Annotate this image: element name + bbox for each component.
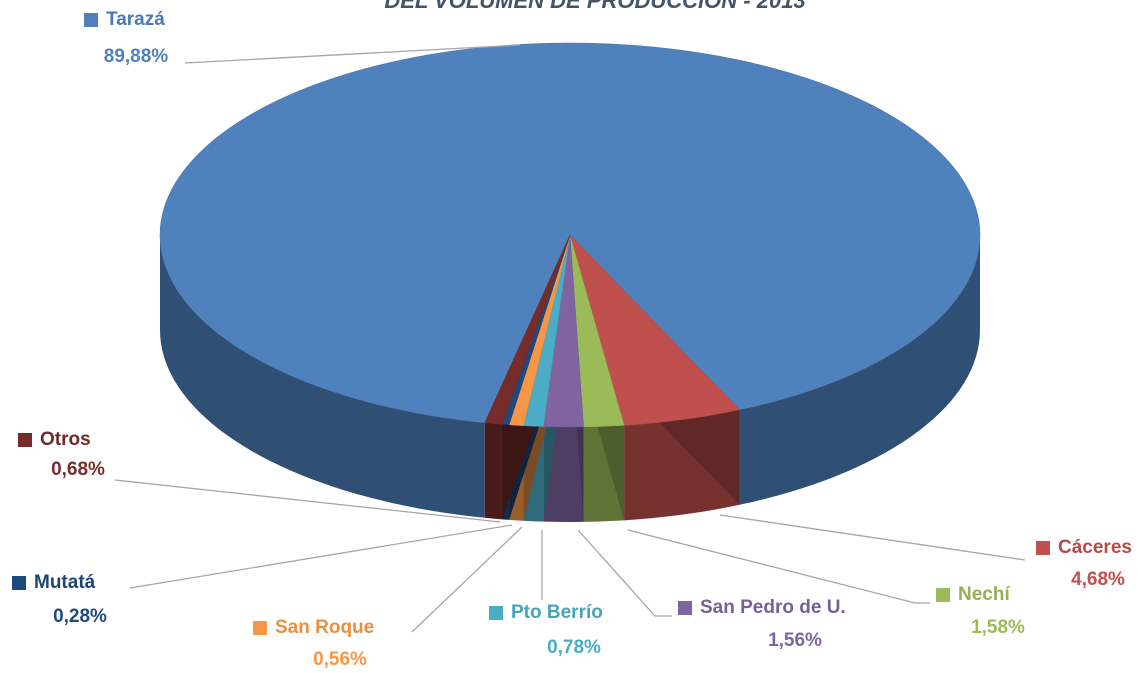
leader-line xyxy=(627,529,930,604)
legend-key xyxy=(678,601,692,615)
leader-line xyxy=(184,44,521,64)
value-label: 1,58% xyxy=(971,617,1025,638)
value-label: 0,28% xyxy=(53,606,107,627)
leader-line xyxy=(114,479,501,523)
legend-key xyxy=(936,588,950,602)
leader-line xyxy=(577,529,672,617)
legend-key xyxy=(12,576,26,590)
value-label: 0,56% xyxy=(313,649,367,670)
legend-key xyxy=(1036,541,1050,555)
slice xyxy=(159,42,981,424)
slice-side xyxy=(543,426,584,522)
leader-line xyxy=(129,524,513,589)
category-label: San Pedro de U. xyxy=(700,597,846,618)
category-label: Tarazá xyxy=(106,9,165,30)
category-label: San Roque xyxy=(275,617,374,638)
slice-side xyxy=(739,235,980,505)
category-label: Nechí xyxy=(958,584,1010,605)
slice xyxy=(569,234,741,426)
category-label: Cáceres xyxy=(1058,537,1132,558)
legend-key xyxy=(489,606,503,620)
value-label: 1,56% xyxy=(768,630,822,651)
slice xyxy=(484,234,571,425)
value-label: 0,78% xyxy=(547,637,601,658)
legend-key xyxy=(84,13,98,27)
legend-key xyxy=(18,433,32,447)
value-label: 4,68% xyxy=(1071,569,1125,590)
leader-line xyxy=(719,514,1026,561)
slice-side xyxy=(160,235,485,518)
slice-side xyxy=(484,422,502,520)
leader-line xyxy=(411,526,523,633)
category-label: Otros xyxy=(40,429,91,450)
value-label: 0,68% xyxy=(51,459,105,480)
chart-title: DEL VOLUMEN DE PRODUCCIÓN - 2013 xyxy=(384,0,805,13)
category-label: Mutatá xyxy=(34,572,96,593)
value-label: 89,88% xyxy=(104,46,169,67)
category-label: Pto Berrío xyxy=(511,602,603,623)
legend-key xyxy=(253,621,267,635)
